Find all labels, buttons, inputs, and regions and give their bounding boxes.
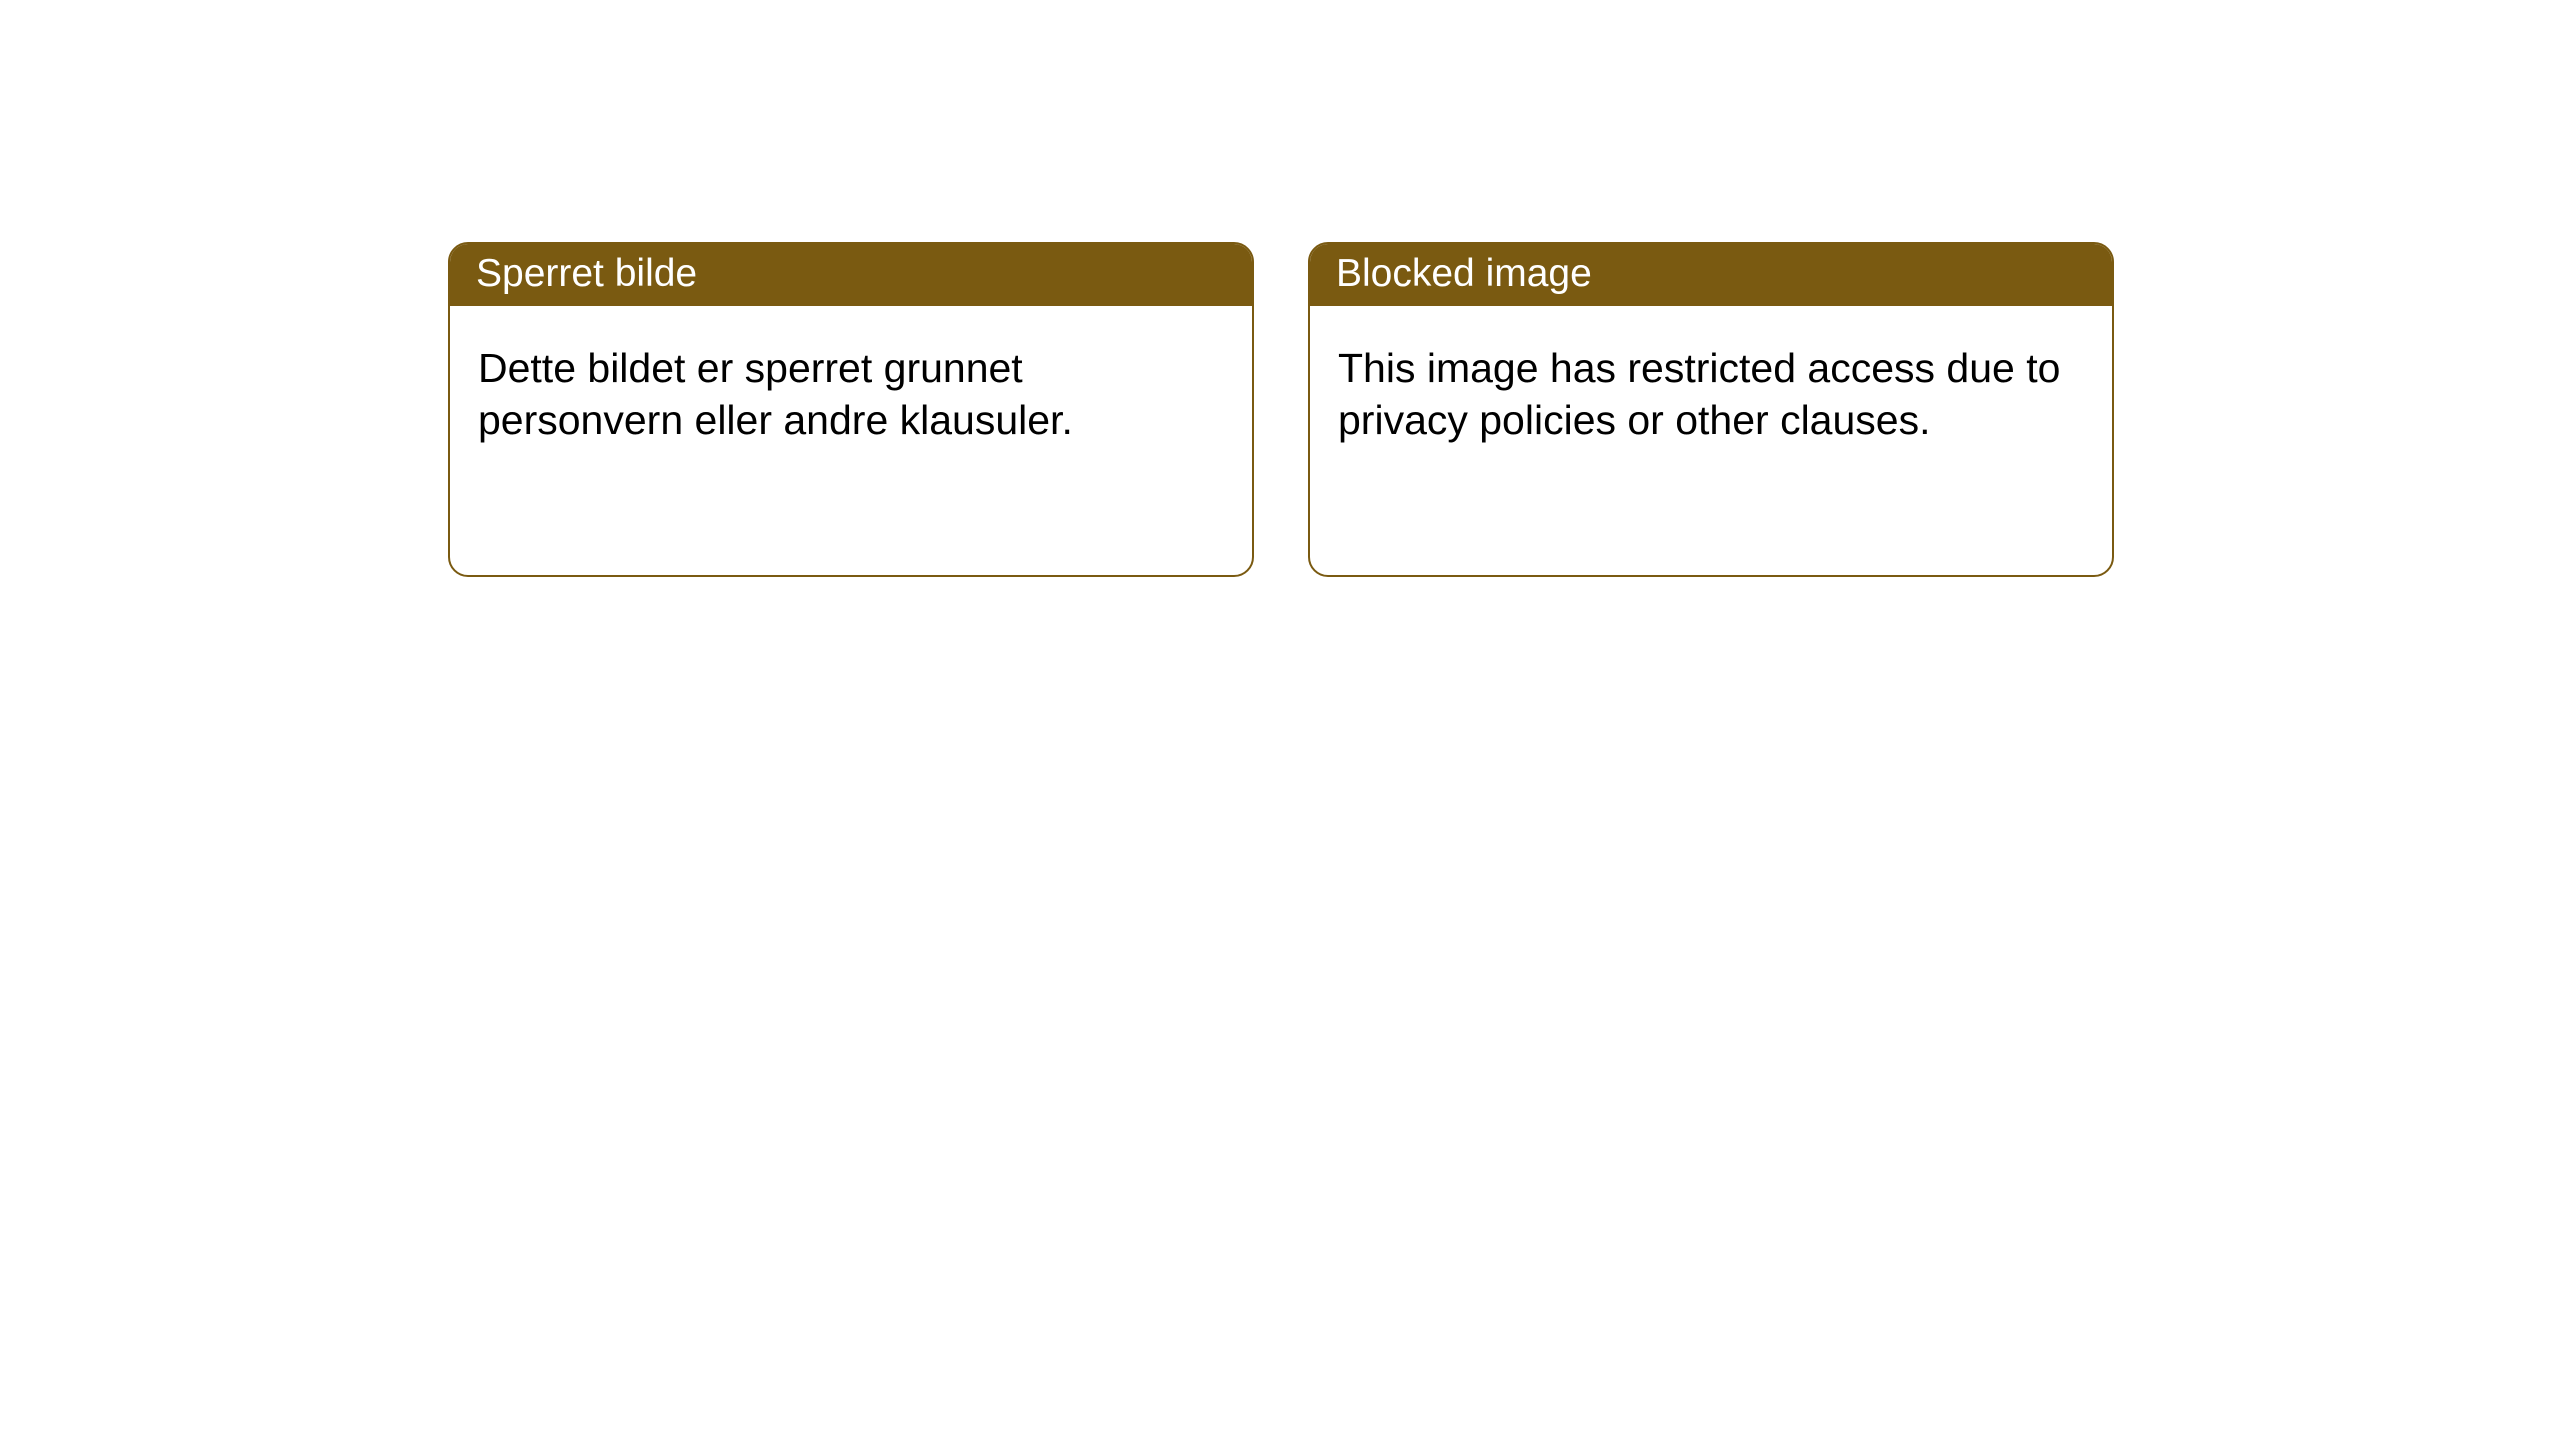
notice-body-english: This image has restricted access due to … [1310, 306, 2112, 482]
notice-body-norwegian: Dette bildet er sperret grunnet personve… [450, 306, 1252, 482]
notice-card-english: Blocked image This image has restricted … [1308, 242, 2114, 577]
notice-header-norwegian: Sperret bilde [450, 244, 1252, 306]
notice-container: Sperret bilde Dette bildet er sperret gr… [0, 0, 2560, 577]
notice-card-norwegian: Sperret bilde Dette bildet er sperret gr… [448, 242, 1254, 577]
notice-header-english: Blocked image [1310, 244, 2112, 306]
